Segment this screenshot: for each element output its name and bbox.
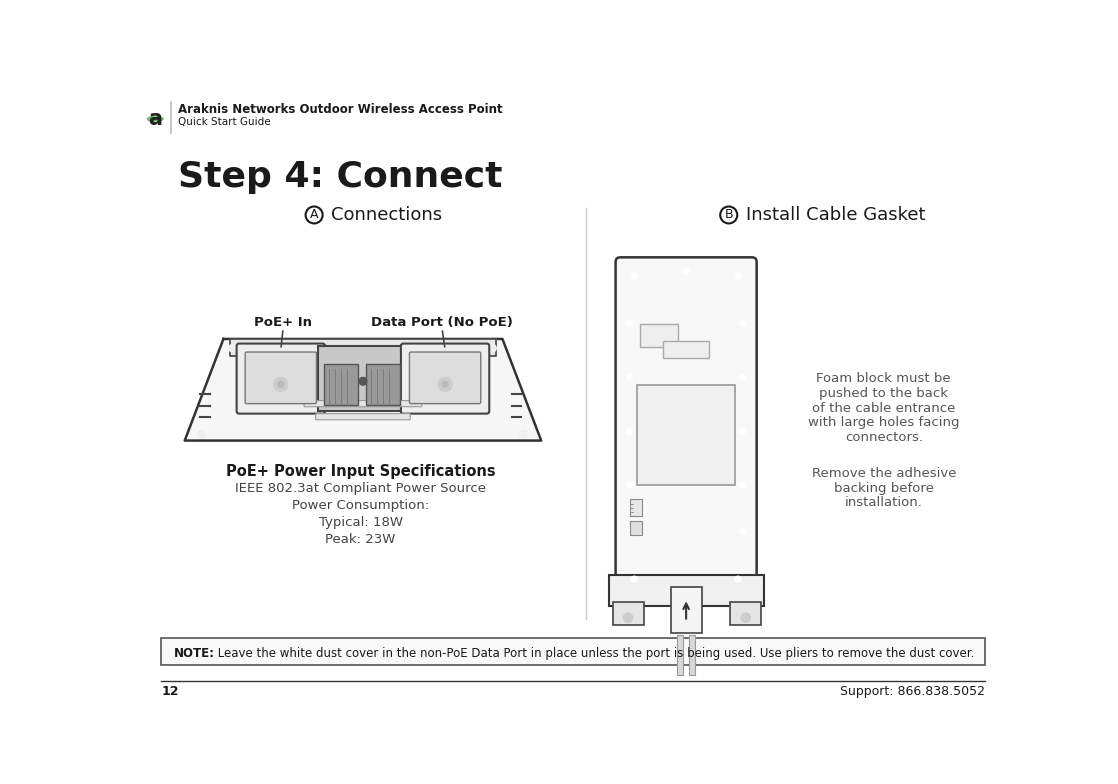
FancyBboxPatch shape [237,343,325,414]
Circle shape [438,377,452,391]
Circle shape [683,268,689,274]
Circle shape [735,273,741,279]
Text: Power Consumption:: Power Consumption: [292,499,429,512]
Circle shape [624,613,633,622]
Bar [613,602,644,626]
Circle shape [740,482,746,488]
Circle shape [626,321,633,327]
Bar [629,499,642,516]
Circle shape [144,107,167,128]
Bar [663,341,710,358]
Text: NOTE:: NOTE: [174,647,215,659]
Text: Peak: 23W: Peak: 23W [325,532,396,546]
Bar [318,346,408,412]
Circle shape [631,576,637,583]
Circle shape [277,381,284,387]
Text: with large holes facing: with large holes facing [808,416,959,430]
Text: Data Port (No PoE): Data Port (No PoE) [371,315,513,328]
Text: IEEE 802.3at Compliant Power Source: IEEE 802.3at Compliant Power Source [235,482,486,495]
FancyBboxPatch shape [401,343,490,414]
Bar [161,637,985,666]
Circle shape [274,377,287,391]
Circle shape [359,377,367,385]
Circle shape [740,375,746,380]
Text: Typical: 18W: Typical: 18W [319,516,402,528]
Text: pushed to the back: pushed to the back [819,387,948,400]
Text: Step 4: Connect: Step 4: Connect [179,160,503,194]
Bar [608,575,764,606]
Text: 12: 12 [161,685,179,698]
Circle shape [735,576,741,583]
Bar [730,602,761,626]
Circle shape [626,482,633,488]
Text: of the cable entrance: of the cable entrance [812,401,956,415]
Text: PoE+ Power Input Specifications: PoE+ Power Input Specifications [226,464,495,479]
Circle shape [626,428,633,434]
Circle shape [631,273,637,279]
FancyBboxPatch shape [245,352,316,404]
Text: Remove the adhesive: Remove the adhesive [812,467,956,480]
Text: PoE+ In: PoE+ In [254,315,312,328]
Bar [676,635,683,676]
Polygon shape [229,339,496,356]
Bar [639,324,679,347]
Text: Quick Start Guide: Quick Start Guide [179,117,272,127]
FancyBboxPatch shape [304,401,421,407]
FancyBboxPatch shape [315,414,410,419]
Text: Install Cable Gasket: Install Cable Gasket [746,206,926,224]
Bar [637,385,735,485]
Circle shape [626,528,633,535]
Text: a: a [149,109,162,129]
Bar [689,635,695,676]
Bar [324,364,358,405]
Circle shape [740,528,746,535]
Circle shape [741,613,750,622]
Text: Connections: Connections [331,206,443,224]
Bar [629,521,642,535]
Text: installation.: installation. [845,496,922,510]
Circle shape [229,344,237,352]
Circle shape [520,430,528,438]
Bar [671,587,702,633]
Circle shape [626,375,633,380]
Text: backing before: backing before [834,482,934,495]
Text: A: A [310,209,319,221]
Bar [366,364,400,405]
Text: Foam block must be: Foam block must be [816,372,951,386]
Circle shape [489,344,496,352]
Text: Leave the white dust cover in the non-PoE Data Port in place unless the port is : Leave the white dust cover in the non-Po… [215,647,975,659]
Text: connectors.: connectors. [845,431,922,444]
FancyBboxPatch shape [409,352,481,404]
Text: Araknis Networks Outdoor Wireless Access Point: Araknis Networks Outdoor Wireless Access… [179,103,503,116]
Circle shape [442,381,448,387]
Circle shape [198,430,206,438]
FancyBboxPatch shape [616,257,757,603]
Polygon shape [184,339,541,441]
Text: Support: 866.838.5052: Support: 866.838.5052 [840,685,985,698]
Text: B: B [724,209,733,221]
Circle shape [740,321,746,327]
Circle shape [740,428,746,434]
